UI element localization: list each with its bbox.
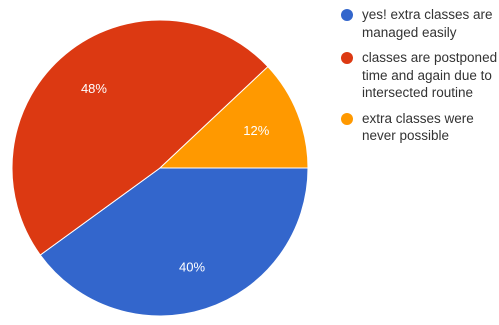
pie-slice-labels: 40% 48% 12%	[81, 81, 270, 274]
legend-item-postponed[interactable]: classes are postponed time and again due…	[338, 49, 499, 102]
slice-label-never-possible: 12%	[243, 123, 269, 138]
pie-slice-postponed[interactable]	[11, 19, 269, 256]
legend-item-never-possible[interactable]: extra classes were never possible	[338, 110, 499, 145]
legend-swatch-orange	[341, 112, 353, 125]
legend-label: classes are postponed time and again due…	[362, 50, 498, 100]
legend: yes! extra classes are managed easily cl…	[338, 6, 499, 153]
pie-slice-never-possible[interactable]	[158, 65, 309, 169]
legend-swatch-blue	[341, 9, 353, 21]
pie-slice-managed[interactable]	[39, 167, 309, 317]
legend-label: yes! extra classes are managed easily	[362, 7, 493, 40]
slice-label-managed: 40%	[179, 260, 205, 275]
legend-label: extra classes were never possible	[362, 110, 474, 144]
legend-swatch-red	[341, 52, 353, 64]
pie-slices	[11, 19, 309, 317]
legend-item-managed[interactable]: yes! extra classes are managed easily	[338, 6, 499, 41]
slice-label-postponed: 48%	[81, 81, 107, 96]
